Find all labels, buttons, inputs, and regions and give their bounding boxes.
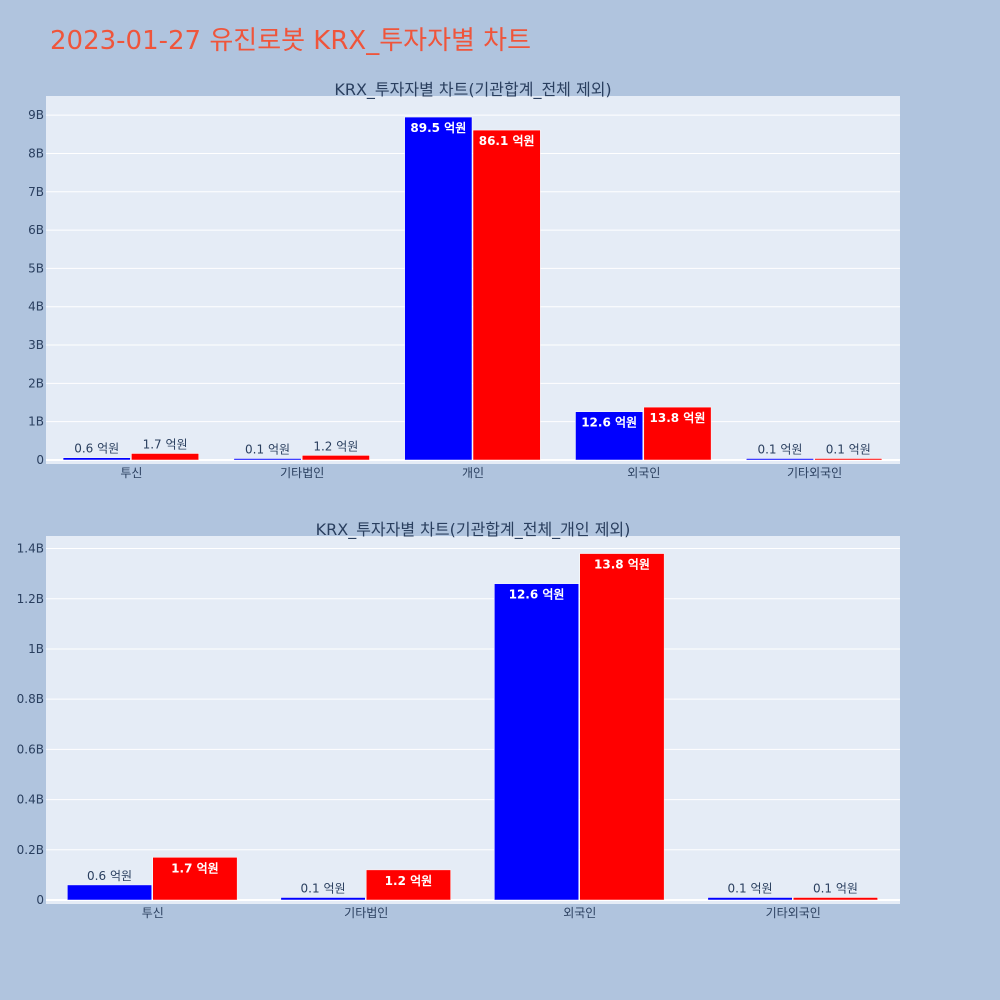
data-label: 1.2 억원 — [385, 874, 433, 888]
bar-top — [472, 129, 541, 461]
data-label: 0.1 억원 — [757, 443, 802, 457]
y-tick-label: 3B — [28, 338, 44, 352]
y-tick-label: 8B — [28, 146, 44, 160]
bar-bottom — [152, 857, 238, 901]
bar-bottom — [494, 583, 580, 901]
y-tick-label: 1B — [28, 642, 44, 656]
bar-top — [404, 116, 473, 461]
bars-top: 0.6 억원 1.7 억원 0.1 억원 1.2 억원 89.5 억원 86.1 억원 12… — [62, 116, 883, 461]
chart-title-bottom: KRX_투자자별 차트(기관합계_전체_개인 제외) — [316, 520, 631, 540]
data-label: 1.7 억원 — [171, 861, 219, 875]
y-tick-label: 0 — [36, 453, 44, 467]
bar-top — [62, 457, 131, 461]
bar-bottom — [579, 553, 665, 901]
data-label: 0.1 억원 — [813, 881, 858, 895]
data-label: 13.8 억원 — [594, 558, 650, 572]
data-label: 0.1 억원 — [826, 443, 871, 457]
main-title: 2023-01-27 유진로봇 KRX_투자자별 차트 — [50, 26, 531, 56]
bar-top — [301, 455, 370, 461]
y-tick-label: 5B — [28, 261, 44, 275]
bar-bottom — [793, 897, 878, 901]
data-label: 86.1 억원 — [479, 134, 535, 148]
data-label: 0.1 억원 — [301, 881, 346, 895]
y-tick-label: 7B — [28, 185, 44, 199]
x-tick-label: 투신 — [142, 906, 164, 920]
y-tick-label: 0.4B — [17, 793, 44, 807]
x-tick-label: 개인 — [462, 466, 484, 480]
y-tick-label: 0.6B — [17, 742, 44, 756]
y-axis-top: 0 1B 2B 3B 4B 5B 6B 7B 8B 9B — [28, 108, 44, 467]
plot-area-bottom — [46, 536, 900, 904]
data-label: 0.1 억원 — [245, 443, 290, 457]
y-tick-label: 0 — [36, 893, 44, 907]
bar-bottom — [366, 869, 451, 901]
y-axis-bottom: 0 0.2B 0.4B 0.6B 0.8B 1B 1.2B 1.4B — [17, 542, 44, 907]
y-tick-label: 4B — [28, 300, 44, 314]
x-tick-label: 기타외국인 — [766, 906, 821, 920]
y-tick-label: 1B — [28, 415, 44, 429]
bar-bottom — [280, 897, 366, 901]
x-tick-label: 기타법인 — [280, 466, 324, 480]
data-label: 1.2 억원 — [313, 439, 358, 453]
data-label: 0.6 억원 — [87, 869, 132, 883]
data-label: 89.5 억원 — [410, 121, 466, 135]
bar-top — [131, 453, 199, 461]
chart-top: KRX_투자자별 차트(기관합계_전체 제외) 0 1B 2B 3B 4B 5B 6B 7B 8… — [28, 80, 900, 480]
x-axis-top: 투신 기타법인 개인 외국인 기타외국인 — [120, 466, 842, 480]
bar-top — [575, 411, 644, 461]
data-label: 13.8 억원 — [650, 411, 706, 425]
bar-top — [643, 406, 712, 461]
bars-bottom: 0.6 억원 1.7 억원 0.1 억원 1.2 억원 12.6 억원 13.8 억원 0.… — [67, 553, 878, 901]
x-tick-label: 투신 — [120, 466, 142, 480]
bar-bottom — [707, 897, 793, 901]
bar-top — [814, 458, 883, 461]
chart-title-top: KRX_투자자별 차트(기관합계_전체 제외) — [334, 80, 611, 100]
y-tick-label: 6B — [28, 223, 44, 237]
bar-bottom — [67, 884, 152, 901]
x-tick-label: 외국인 — [563, 906, 596, 920]
x-tick-label: 기타외국인 — [787, 466, 842, 480]
x-tick-label: 외국인 — [627, 466, 660, 480]
y-tick-label: 1.2B — [17, 592, 44, 606]
y-tick-label: 0.8B — [17, 692, 44, 706]
chart-bottom: KRX_투자자별 차트(기관합계_전체_개인 제외) 0 0.2B 0.4B 0.6B… — [17, 520, 900, 920]
y-tick-label: 2B — [28, 376, 44, 390]
y-tick-label: 9B — [28, 108, 44, 122]
x-tick-label: 기타법인 — [344, 906, 388, 920]
bar-top — [233, 458, 302, 461]
y-tick-label: 0.2B — [17, 843, 44, 857]
y-tick-label: 1.4B — [17, 542, 44, 556]
data-label: 12.6 억원 — [581, 416, 637, 430]
data-label: 0.6 억원 — [74, 442, 119, 456]
data-label: 12.6 억원 — [509, 588, 565, 602]
x-axis-bottom: 투신 기타법인 외국인 기타외국인 — [142, 906, 821, 920]
data-label: 1.7 억원 — [143, 437, 188, 451]
gridlines-bottom — [46, 548, 900, 901]
bar-top — [746, 458, 814, 461]
data-label: 0.1 억원 — [728, 881, 773, 895]
